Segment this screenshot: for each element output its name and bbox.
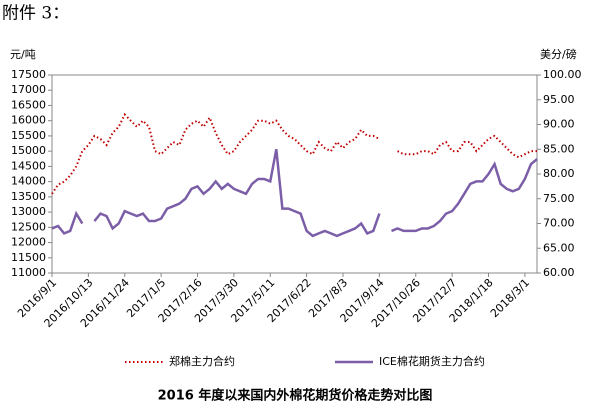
y-axis-label: 元/吨 bbox=[10, 48, 36, 61]
y-tick-label: 13000 bbox=[11, 205, 46, 218]
chart-title: 2016 年度以来国内外棉花期货价格走势对比图 bbox=[158, 388, 433, 404]
y2-tick-label: 65.00 bbox=[543, 241, 575, 254]
y2-tick-label: 100.00 bbox=[543, 68, 582, 81]
y-tick-label: 16000 bbox=[11, 114, 46, 127]
y2-axis-label: 美分/磅 bbox=[540, 47, 577, 61]
series-line bbox=[51, 149, 538, 238]
plot-frame bbox=[51, 74, 538, 274]
x-tick-label: 2018/3/1 bbox=[488, 276, 532, 320]
legend-label: ICE棉花期货主力合约 bbox=[379, 354, 485, 368]
y-tick-label: 13500 bbox=[11, 190, 46, 203]
y2-tick-label: 70.00 bbox=[543, 217, 575, 230]
y2-tick-label: 75.00 bbox=[543, 192, 575, 205]
y-tick-label: 12500 bbox=[11, 220, 46, 233]
y-tick-label: 14000 bbox=[11, 175, 46, 188]
y-tick-label: 14500 bbox=[11, 159, 46, 172]
y2-tick-label: 95.00 bbox=[543, 93, 575, 106]
y-tick-label: 17000 bbox=[11, 83, 46, 96]
y-tick-label: 11500 bbox=[11, 251, 46, 264]
legend-label: 郑棉主力合约 bbox=[169, 354, 235, 368]
y-tick-label: 11000 bbox=[11, 266, 46, 279]
y-tick-label: 16500 bbox=[11, 98, 46, 111]
y-tick-label: 15000 bbox=[11, 144, 46, 157]
y2-tick-label: 85.00 bbox=[543, 142, 575, 155]
heading: 附件 3： bbox=[2, 4, 69, 24]
y2-tick-label: 90.00 bbox=[543, 118, 575, 131]
y-tick-label: 15500 bbox=[11, 129, 46, 142]
y2-tick-label: 80.00 bbox=[543, 167, 575, 180]
y-tick-label: 12000 bbox=[11, 236, 46, 249]
y-tick-label: 17500 bbox=[11, 68, 46, 81]
series-line bbox=[51, 112, 537, 195]
y2-tick-label: 60.00 bbox=[543, 266, 575, 279]
